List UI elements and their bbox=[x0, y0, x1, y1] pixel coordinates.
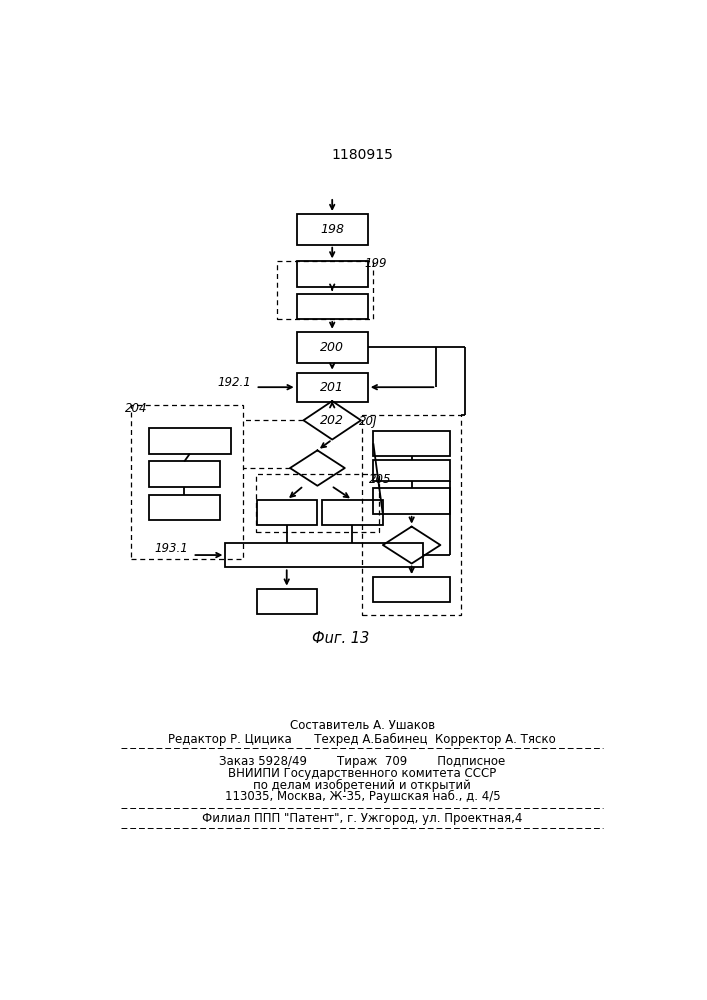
Bar bbox=[131, 405, 243, 559]
Bar bbox=[297, 294, 368, 319]
Bar bbox=[297, 332, 368, 363]
Bar bbox=[297, 261, 368, 287]
Bar bbox=[297, 373, 368, 402]
Text: Фuг. 13: Фuг. 13 bbox=[312, 631, 369, 646]
Text: 200: 200 bbox=[320, 341, 344, 354]
Bar bbox=[373, 488, 450, 514]
Text: Составитель А. Ушаков: Составитель А. Ушаков bbox=[290, 719, 435, 732]
Bar bbox=[256, 474, 379, 532]
Bar bbox=[277, 261, 373, 319]
Bar bbox=[373, 431, 450, 456]
Text: ВНИИПИ Государственного комитета СССР: ВНИИПИ Государственного комитета СССР bbox=[228, 767, 496, 780]
Bar bbox=[297, 214, 368, 245]
Text: Редактор Р. Цицика      Техред А.Бабинец  Корректор А. Тяско: Редактор Р. Цицика Техред А.Бабинец Корр… bbox=[168, 733, 556, 746]
Bar bbox=[148, 428, 231, 454]
Bar bbox=[322, 500, 382, 525]
Text: 113035, Москва, Ж-35, Раушская наб., д. 4/5: 113035, Москва, Ж-35, Раушская наб., д. … bbox=[225, 790, 500, 803]
Text: 199: 199 bbox=[364, 257, 387, 270]
Bar bbox=[373, 577, 450, 602]
Text: 202: 202 bbox=[320, 414, 344, 427]
Bar bbox=[257, 589, 317, 614]
Bar bbox=[363, 415, 461, 615]
Text: 192.1: 192.1 bbox=[217, 376, 251, 389]
Bar bbox=[257, 500, 317, 525]
Text: 193.1: 193.1 bbox=[154, 542, 188, 555]
Bar bbox=[148, 461, 220, 487]
Bar bbox=[148, 495, 220, 520]
Text: 20J: 20J bbox=[358, 415, 377, 428]
Text: 1180915: 1180915 bbox=[332, 148, 393, 162]
Bar bbox=[373, 460, 450, 481]
Text: 198: 198 bbox=[320, 223, 344, 236]
Text: Филиал ППП "Патент", г. Ужгород, ул. Проектная,4: Филиал ППП "Патент", г. Ужгород, ул. Про… bbox=[202, 812, 522, 825]
Text: 201: 201 bbox=[320, 381, 344, 394]
Text: 204: 204 bbox=[125, 402, 148, 415]
Text: по делам изобретений и открытий: по делам изобретений и открытий bbox=[253, 779, 472, 792]
Text: Заказ 5928/49        Тираж  709        Подписное: Заказ 5928/49 Тираж 709 Подписное bbox=[219, 755, 506, 768]
Text: 205: 205 bbox=[369, 473, 392, 486]
Bar bbox=[226, 543, 423, 567]
